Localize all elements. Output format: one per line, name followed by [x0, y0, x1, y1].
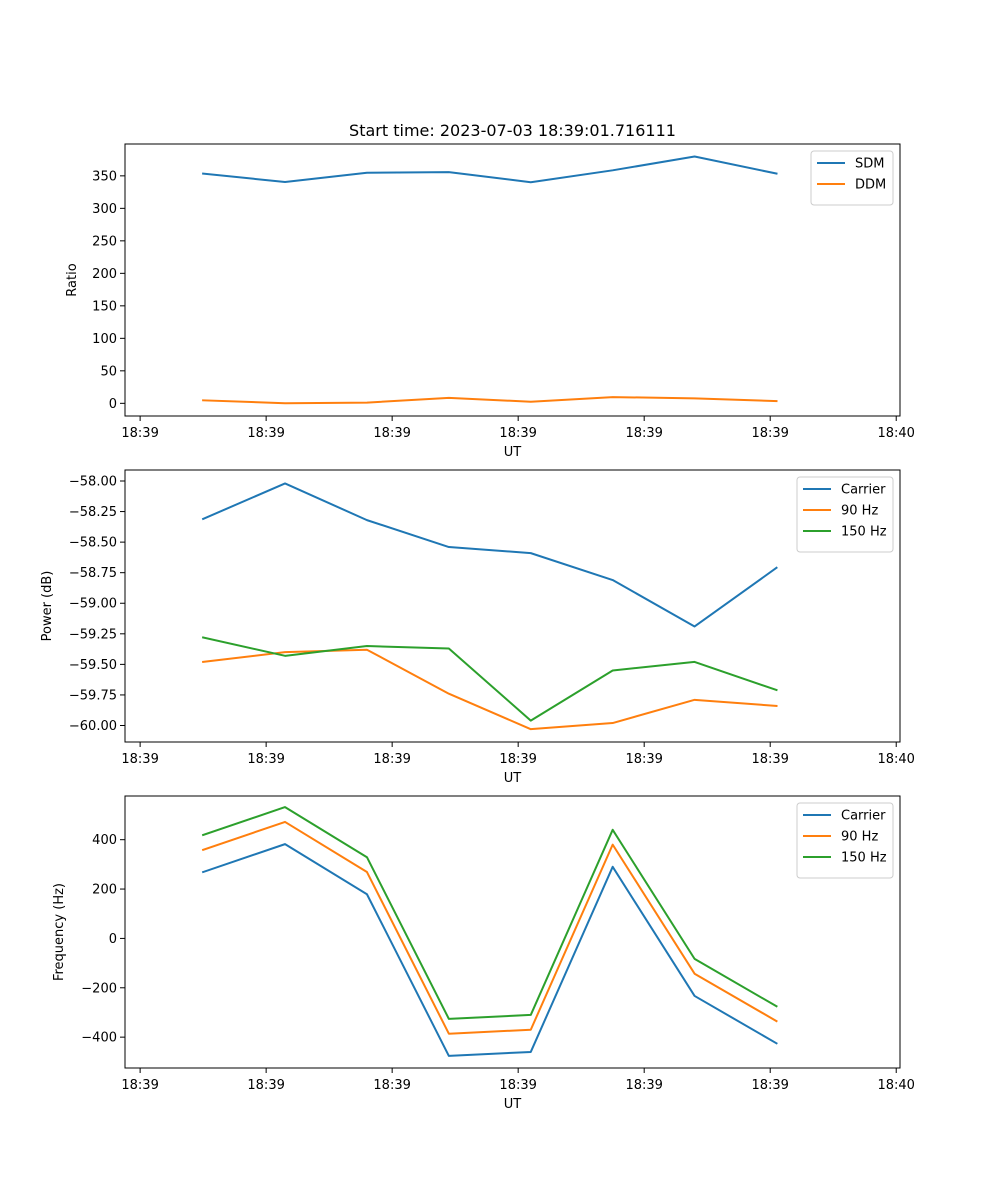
legend-label: DDM: [855, 178, 886, 193]
y-tick-label: 250: [92, 234, 117, 249]
y-axis-label: Ratio: [65, 263, 80, 296]
y-tick-label: −59.75: [69, 688, 117, 703]
y-tick-label: 200: [92, 267, 117, 282]
x-tick-label: 18:39: [121, 752, 158, 767]
legend-label: Carrier: [841, 809, 886, 824]
y-tick-label: 0: [109, 932, 117, 947]
subplot-3: 18:39 18:39 18:39 18:39 18:39 18:39 18:40 −400 −…: [52, 795, 915, 1112]
x-tick-label: 18:39: [373, 426, 410, 441]
x-tick-label: 18:39: [751, 426, 788, 441]
series-line-150-hz: [201, 636, 778, 722]
legend: SDM DDM: [810, 150, 894, 206]
x-tick-label: 18:40: [877, 752, 914, 767]
legend-label: 90 Hz: [841, 504, 878, 519]
y-tick-label: 100: [92, 332, 117, 347]
y-tick-label: −200: [81, 981, 117, 996]
x-tick-label: 18:39: [499, 752, 536, 767]
series-line-carrier: [201, 843, 778, 1057]
legend: Carrier 90 Hz 150 Hz: [796, 802, 894, 879]
x-tick-label: 18:39: [625, 752, 662, 767]
y-tick-label: 150: [92, 299, 117, 314]
x-tick-label: 18:39: [247, 1078, 284, 1093]
axes-frame: [124, 143, 901, 417]
x-tick-label: 18:39: [625, 426, 662, 441]
y-tick-label: −58.50: [69, 536, 117, 551]
y-axis-label: Frequency (Hz): [52, 883, 67, 981]
x-tick-label: 18:39: [499, 1078, 536, 1093]
y-tick-label: −60.00: [69, 719, 117, 734]
subplot-2: 18:39 18:39 18:39 18:39 18:39 18:39 18:40 −60.0…: [40, 469, 915, 786]
series-line-90-hz: [201, 820, 778, 1035]
x-tick-label: 18:40: [877, 1078, 914, 1093]
x-tick-label: 18:39: [121, 426, 158, 441]
series-line-carrier: [201, 482, 778, 628]
x-axis-label: UT: [504, 1097, 522, 1112]
x-tick-label: 18:39: [247, 426, 284, 441]
x-tick-label: 18:39: [373, 1078, 410, 1093]
legend-box: [796, 802, 894, 879]
y-tick-label: 300: [92, 202, 117, 217]
chart-title: Start time: 2023-07-03 18:39:01.716111: [349, 121, 676, 140]
y-tick-label: 200: [92, 883, 117, 898]
y-tick-label: −58.75: [69, 566, 117, 581]
axes-frame: [124, 469, 901, 743]
legend-label: 90 Hz: [841, 830, 878, 845]
series-line-sdm: [202, 155, 778, 184]
legend-label: Carrier: [841, 483, 886, 498]
x-tick-label: 18:40: [877, 426, 914, 441]
legend-label: 150 Hz: [841, 525, 887, 540]
x-tick-label: 18:39: [121, 1078, 158, 1093]
y-tick-label: −59.50: [69, 658, 117, 673]
subplot-1: Start time: 2023-07-03 18:39:01.716111 18…: [65, 121, 915, 460]
y-tick-label: −58.00: [69, 475, 117, 490]
y-tick-label: 350: [92, 169, 117, 184]
y-tick-label: 400: [92, 833, 117, 848]
x-tick-label: 18:39: [247, 752, 284, 767]
x-axis-label: UT: [504, 445, 522, 460]
series-line-150-hz: [201, 806, 778, 1020]
x-axis-label: UT: [504, 771, 522, 786]
x-tick-label: 18:39: [625, 1078, 662, 1093]
y-tick-label: −58.25: [69, 505, 117, 520]
legend-label: 150 Hz: [841, 851, 887, 866]
axes-frame: [124, 795, 901, 1069]
y-tick-label: 50: [100, 364, 117, 379]
series-line-ddm: [202, 396, 778, 405]
legend: Carrier 90 Hz 150 Hz: [796, 476, 894, 553]
legend-box: [796, 476, 894, 553]
y-tick-label: −59.25: [69, 627, 117, 642]
y-axis-label: Power (dB): [40, 571, 55, 642]
legend-label: SDM: [855, 157, 884, 172]
legend-box: [810, 150, 894, 206]
x-tick-label: 18:39: [499, 426, 536, 441]
x-tick-label: 18:39: [373, 752, 410, 767]
y-tick-label: 0: [109, 397, 117, 412]
y-tick-label: −400: [81, 1031, 117, 1046]
x-tick-label: 18:39: [751, 752, 788, 767]
series-line-90-hz: [202, 648, 778, 731]
x-tick-label: 18:39: [751, 1078, 788, 1093]
y-tick-label: −59.00: [69, 597, 117, 612]
